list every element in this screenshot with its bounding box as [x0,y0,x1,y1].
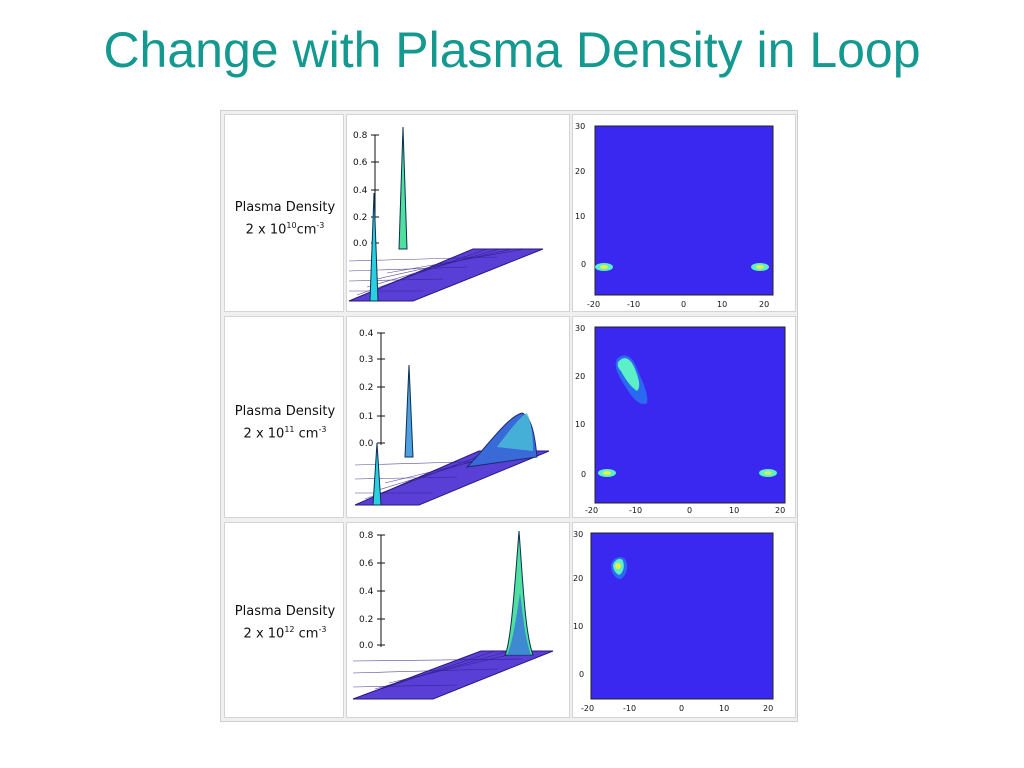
row-0-ytick-0: 30 [575,122,585,131]
row-2-xtick-0: -20 [581,704,594,713]
row-2-xtick-3: 10 [719,704,729,713]
row-2-map-plot: 30 20 10 0 -20 -10 0 10 20 [573,530,774,713]
row-0-ztick-4: 0.0 [353,239,368,249]
row-0-map-plot: 30 20 10 0 -20 -10 0 10 20 [575,122,774,309]
row-2-map-cell: 30 20 10 0 -20 -10 0 10 20 [572,522,796,718]
row-2-ytick-2: 10 [573,622,583,631]
row-1-ztick-1: 0.3 [359,355,373,365]
row-1-ztick-0: 0.4 [359,329,374,339]
row-2-ztick-4: 0.0 [359,641,374,651]
row-2-label-line2: 2 x 1012 cm-3 [243,625,327,642]
row-0-xtick-3: 10 [717,300,727,309]
row-0-ytick-3: 0 [581,260,586,269]
row-0-surface-cell: 0.8 0.6 0.4 0.2 0.0 [346,114,570,312]
row-0-xtick-4: 20 [759,300,769,309]
row-1-xtick-0: -20 [585,506,598,515]
row-0-ztick-2: 0.4 [353,186,368,196]
row-2-xtick-1: -10 [623,704,636,713]
row-2-surface-plot: 0.8 0.6 0.4 0.2 0.0 [352,530,554,700]
row-0-xtick-1: -10 [627,300,640,309]
row-0-label: Plasma Density 2 x 1010cm-3 [225,199,345,239]
row-1-ztick-3: 0.1 [359,412,373,422]
row-2-ytick-3: 0 [579,670,584,679]
row-0-ytick-1: 20 [575,167,585,176]
row-0-label-line1: Plasma Density [234,200,336,215]
row-1-xtick-1: -10 [629,506,642,515]
row-0-ztick-3: 0.2 [353,213,367,223]
row-2-ytick-1: 20 [573,574,583,583]
row-2-label-line1: Plasma Density [234,604,336,619]
row-0-ztick-1: 0.6 [353,158,368,168]
row-2-xtick-2: 0 [679,704,684,713]
row-1-xtick-4: 20 [775,506,785,515]
row-2-surface-cell: 0.8 0.6 0.4 0.2 0.0 [346,522,570,718]
row-1-surface-plot: 0.4 0.3 0.2 0.1 0.0 [354,329,550,506]
row-1-map-cell: 30 20 10 0 -20 -10 0 10 20 [572,316,796,518]
row-1-surface-cell: 0.4 0.3 0.2 0.1 0.0 [346,316,570,518]
row-1-ytick-1: 20 [575,372,585,381]
row-0-surface-plot: 0.8 0.6 0.4 0.2 0.0 [348,126,544,302]
row-1-label-line2: 2 x 1011 cm-3 [243,425,327,442]
row-1-ztick-2: 0.2 [359,383,373,393]
row-2-label: Plasma Density 2 x 1012 cm-3 [225,603,345,643]
row-0-ztick-0: 0.8 [353,131,368,141]
row-2-label-cell: Plasma Density 2 x 1012 cm-3 [224,522,344,718]
row-0-label-cell: Plasma Density 2 x 1010cm-3 [224,114,344,312]
figure-grid: Plasma Density 2 x 1010cm-3 0.8 0.6 0.4 … [220,110,798,722]
row-1-ztick-4: 0.0 [359,439,374,449]
row-2-xtick-4: 20 [763,704,773,713]
row-1-label: Plasma Density 2 x 1011 cm-3 [225,403,345,443]
row-1-label-line1: Plasma Density [234,404,336,419]
row-2-ztick-3: 0.2 [359,615,373,625]
row-1-ytick-3: 0 [581,470,586,479]
row-2-ztick-2: 0.4 [359,587,374,597]
row-0-map-cell: 30 20 10 0 -20 -10 0 10 20 [572,114,796,312]
row-0-xtick-0: -20 [587,300,600,309]
row-1-label-cell: Plasma Density 2 x 1011 cm-3 [224,316,344,518]
row-0-xtick-2: 0 [681,300,686,309]
row-2-ytick-0: 30 [573,530,583,539]
row-1-map-plot: 30 20 10 0 -20 -10 0 10 20 [575,324,786,515]
row-1-ytick-2: 10 [575,420,585,429]
row-0-ytick-2: 10 [575,212,585,221]
row-1-ytick-0: 30 [575,324,585,333]
row-1-xtick-2: 0 [687,506,692,515]
row-2-ztick-1: 0.6 [359,559,374,569]
row-1-xtick-3: 10 [729,506,739,515]
row-0-label-line2: 2 x 1010cm-3 [245,221,325,238]
slide-title: Change with Plasma Density in Loop [103,22,921,78]
row-2-ztick-0: 0.8 [359,531,374,541]
